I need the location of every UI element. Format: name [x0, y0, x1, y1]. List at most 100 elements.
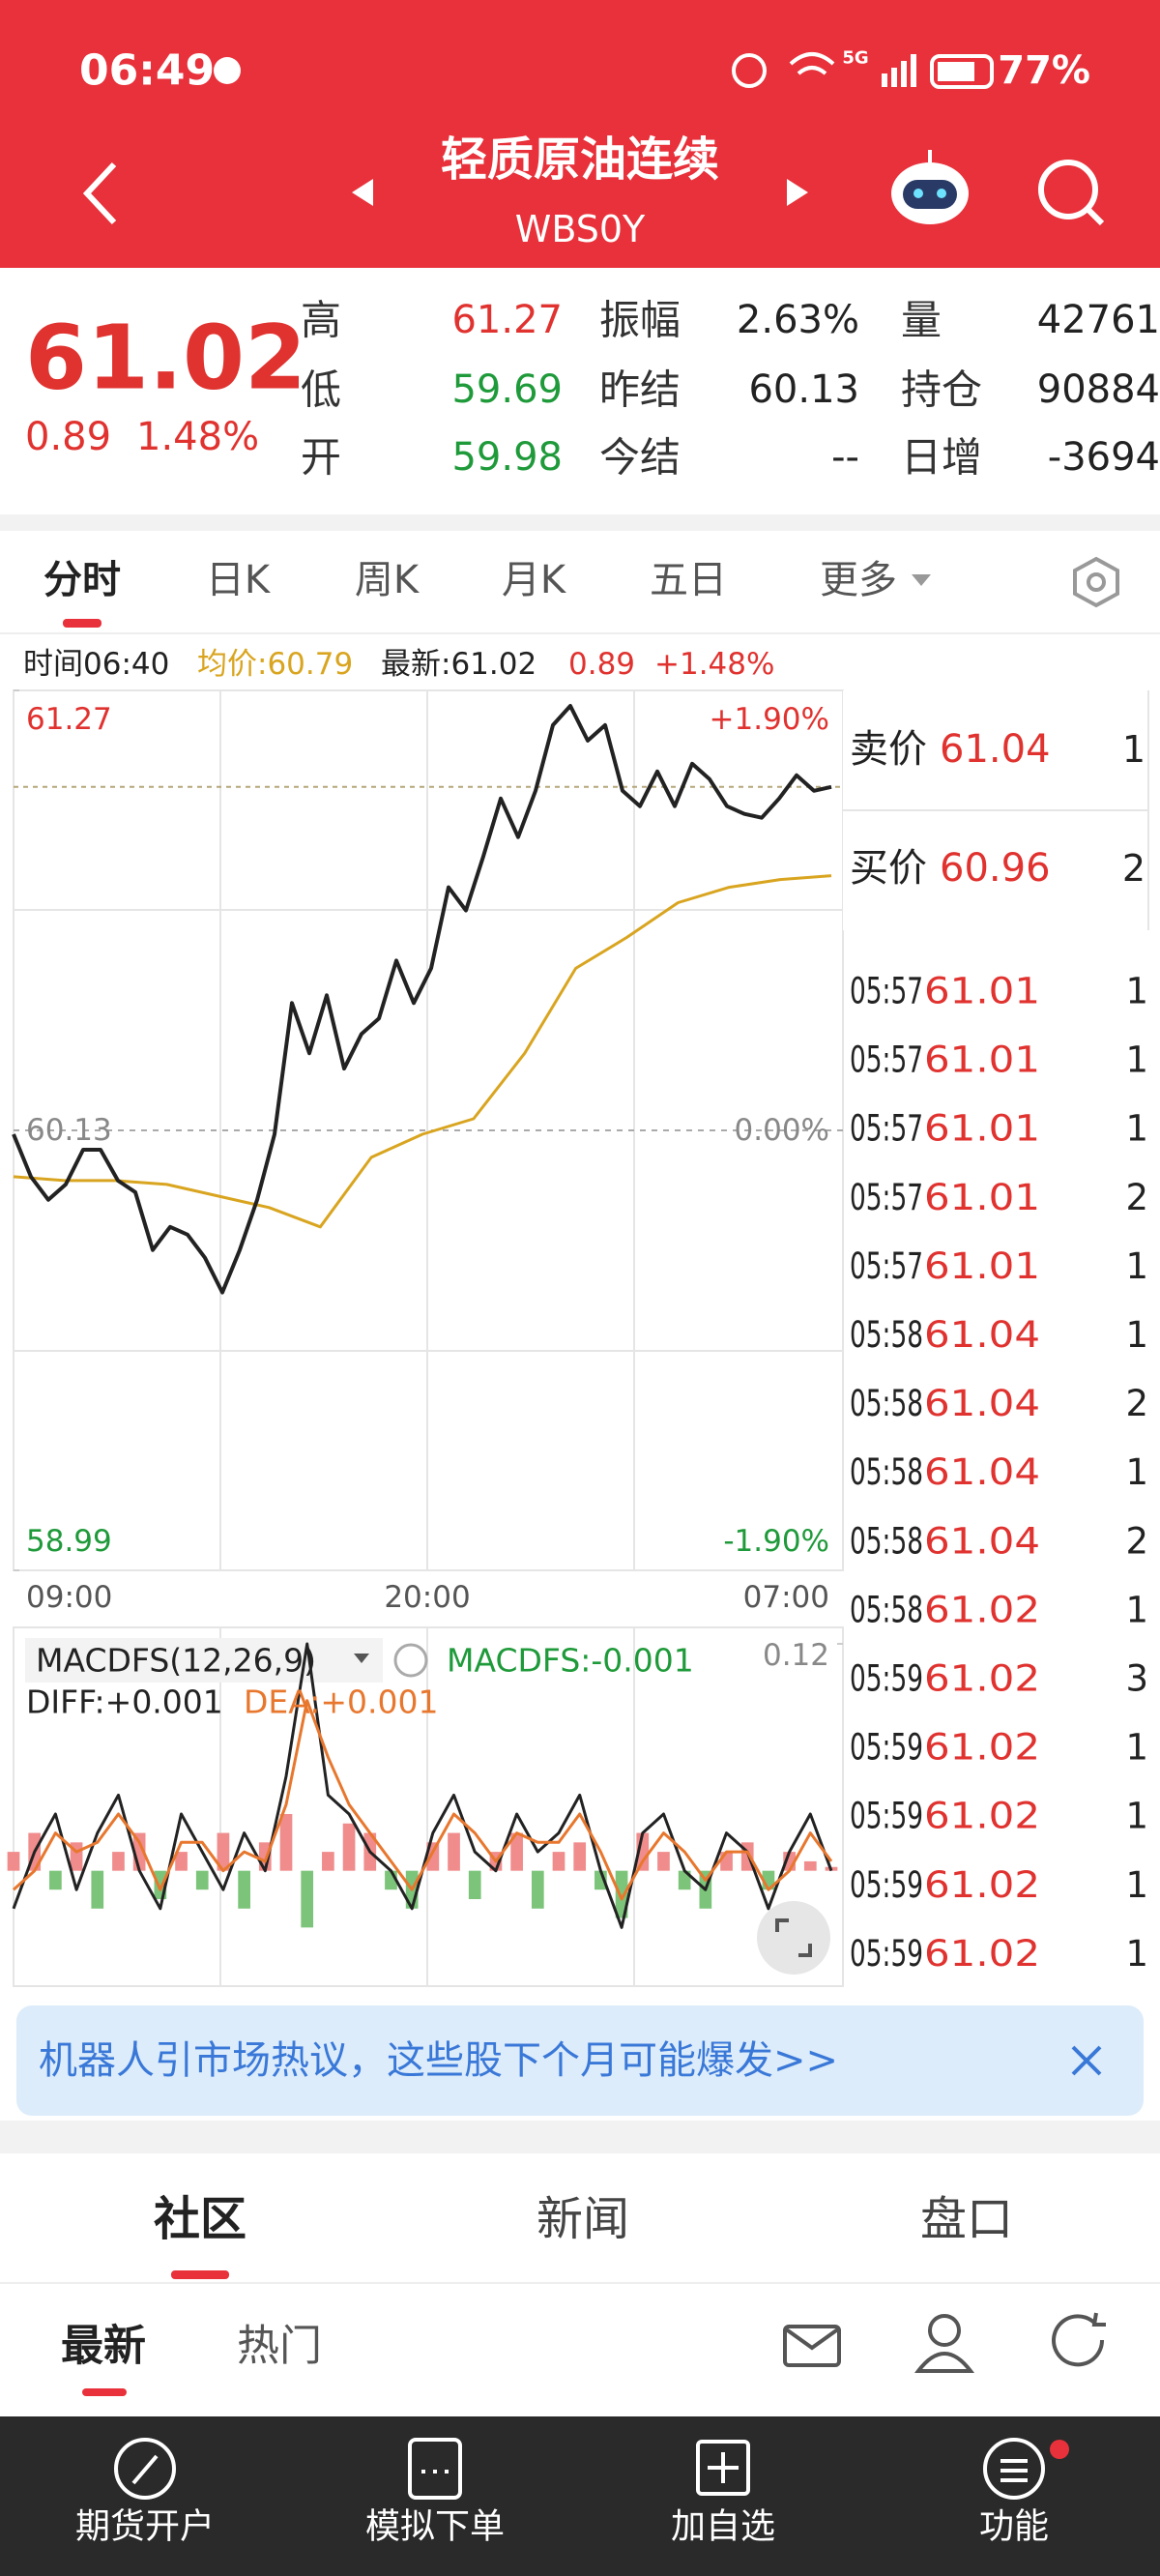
dea-line	[12, 1699, 833, 1901]
trade-time: 05:57	[850, 1108, 923, 1150]
trade-price: 61.02	[924, 1933, 1040, 1975]
trade-volume: 2	[1125, 1177, 1148, 1218]
avg-price-line	[13, 874, 832, 1229]
nav-label[interactable]: 加自选	[671, 2507, 775, 2547]
settings-icon[interactable]	[1073, 556, 1119, 608]
tab-indicator	[63, 619, 102, 628]
trade-time: 05:58	[850, 1520, 923, 1562]
trade-price: 61.02	[924, 1658, 1040, 1700]
stat-value: -3694	[1048, 435, 1160, 480]
content-tab[interactable]: 新闻	[536, 2192, 629, 2246]
prev-contract[interactable]	[352, 179, 373, 206]
macd-bar	[322, 1852, 334, 1871]
quote-price: 60.96	[940, 846, 1051, 891]
x-tick-label: 07:00	[743, 1580, 829, 1615]
quote-label: 卖价	[850, 727, 927, 772]
macd-bar	[217, 1832, 230, 1871]
trade-volume: 1	[1125, 1796, 1148, 1837]
chart-tab[interactable]: 分时	[44, 558, 121, 602]
content-tab[interactable]: 盘口	[920, 2192, 1013, 2246]
quote-volume: 1	[1122, 728, 1146, 771]
header-title: 轻质原油连续	[441, 132, 719, 187]
wechat-icon	[214, 57, 241, 84]
nav-label[interactable]: 模拟下单	[365, 2507, 505, 2547]
trade-price: 61.01	[924, 1108, 1040, 1150]
trade-price: 61.04	[924, 1383, 1040, 1424]
trade-price: 61.02	[924, 1796, 1040, 1837]
info-avg: 均价:60.79	[197, 647, 353, 682]
macd-bar	[657, 1852, 670, 1871]
toolbar-icons[interactable]	[783, 2312, 1106, 2373]
stat-label: 振幅	[599, 297, 681, 344]
stat-value: 90884	[1037, 367, 1160, 412]
chart-tab[interactable]: 日K	[206, 558, 272, 602]
stat-label: 日增	[901, 434, 982, 482]
macd-bar	[238, 1870, 250, 1909]
macd-bar	[426, 1842, 440, 1871]
macd-bar	[573, 1842, 587, 1871]
chart-tab[interactable]: 周K	[355, 558, 420, 602]
banner[interactable]	[16, 2005, 1144, 2116]
indicator-title[interactable]: MACDFS(12,26,9)	[36, 1642, 316, 1680]
content-tab[interactable]: 社区	[154, 2192, 246, 2246]
nav-label[interactable]: 期货开户	[75, 2507, 215, 2547]
macd-bar	[468, 1870, 481, 1899]
trade-price: 61.01	[924, 1245, 1040, 1287]
indicator-selector[interactable]	[25, 1638, 383, 1683]
robot-icon[interactable]	[891, 150, 969, 224]
banner-close[interactable]	[1071, 2045, 1102, 2076]
macd-bar	[175, 1852, 188, 1871]
trade-price: 61.01	[924, 971, 1040, 1012]
separator	[0, 514, 1160, 531]
price-change: 0.89	[25, 415, 111, 459]
expand-button[interactable]	[757, 1901, 830, 1975]
macd-bar	[91, 1870, 104, 1909]
trade-volume: 1	[1125, 1451, 1148, 1493]
macd-bar	[678, 1870, 691, 1890]
diff-label: DIFF:+0.001	[26, 1683, 223, 1721]
trade-price: 61.04	[924, 1520, 1040, 1562]
chart-tab[interactable]: 月K	[502, 558, 567, 602]
stat-label: 量	[901, 297, 942, 344]
status-icons	[732, 52, 994, 89]
stat-value: 2.63%	[737, 298, 859, 342]
stat-value: 61.27	[451, 298, 563, 342]
nav-icons[interactable]	[114, 2438, 1045, 2500]
pct-label: +1.90%	[710, 702, 829, 737]
macd-bar	[510, 1832, 523, 1871]
stat-label: 高	[301, 297, 341, 344]
trade-volume: 1	[1125, 971, 1148, 1012]
trade-price: 61.02	[924, 1589, 1040, 1630]
help-icon[interactable]	[393, 1643, 428, 1678]
next-contract[interactable]	[787, 179, 808, 206]
pct-label: -1.90%	[723, 1524, 829, 1559]
banner-text[interactable]: 机器人引市场热议，这些股下个月可能爆发>>	[39, 2038, 838, 2083]
search-icon[interactable]	[1038, 160, 1105, 226]
status-network: 5G	[842, 48, 868, 69]
back-button[interactable]	[82, 161, 117, 225]
chart-tab[interactable]: 更多	[820, 558, 897, 602]
nav-label[interactable]: 功能	[979, 2507, 1049, 2547]
status-time: 06:49	[79, 46, 215, 96]
sub-tab[interactable]: 最新	[61, 2322, 146, 2371]
macd-bar	[112, 1852, 125, 1871]
trade-time: 05:57	[850, 1177, 923, 1218]
stat-label: 持仓	[901, 366, 982, 414]
info-time: 时间06:40	[23, 647, 169, 682]
vertical-grid	[14, 690, 843, 1986]
macd-bar	[195, 1870, 209, 1890]
stat-label: 昨结	[599, 366, 681, 414]
macd-bar	[531, 1870, 544, 1909]
stat-label: 今结	[599, 434, 681, 482]
chart-tab[interactable]: 五日	[650, 558, 727, 602]
stat-value: 59.69	[451, 367, 563, 412]
indicator-arrow	[354, 1654, 369, 1663]
info-last: 最新:61.02	[381, 647, 536, 682]
sub-tab[interactable]: 热门	[237, 2322, 322, 2371]
macd-bar	[279, 1814, 293, 1871]
separator	[0, 2121, 1160, 2153]
tab-indicator	[171, 2270, 229, 2279]
last-price: 61.02	[25, 307, 306, 410]
